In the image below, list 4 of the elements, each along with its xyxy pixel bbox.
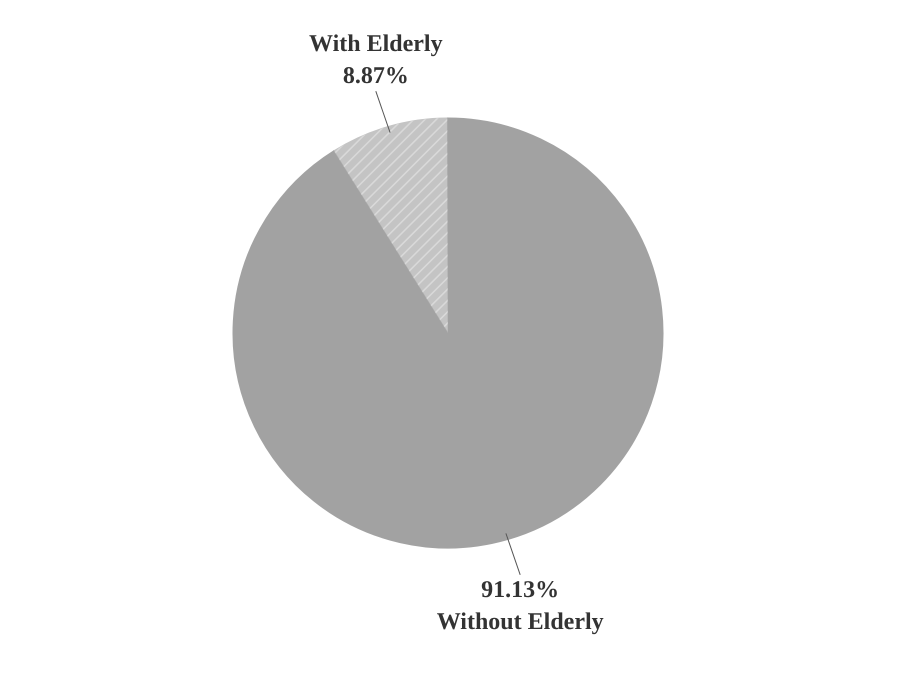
data-label: 8.87% [342,63,409,90]
data-label: 91.13% [481,576,560,603]
slice-label: Without Elderly [436,608,604,635]
slice-label: With Elderly [309,31,443,58]
